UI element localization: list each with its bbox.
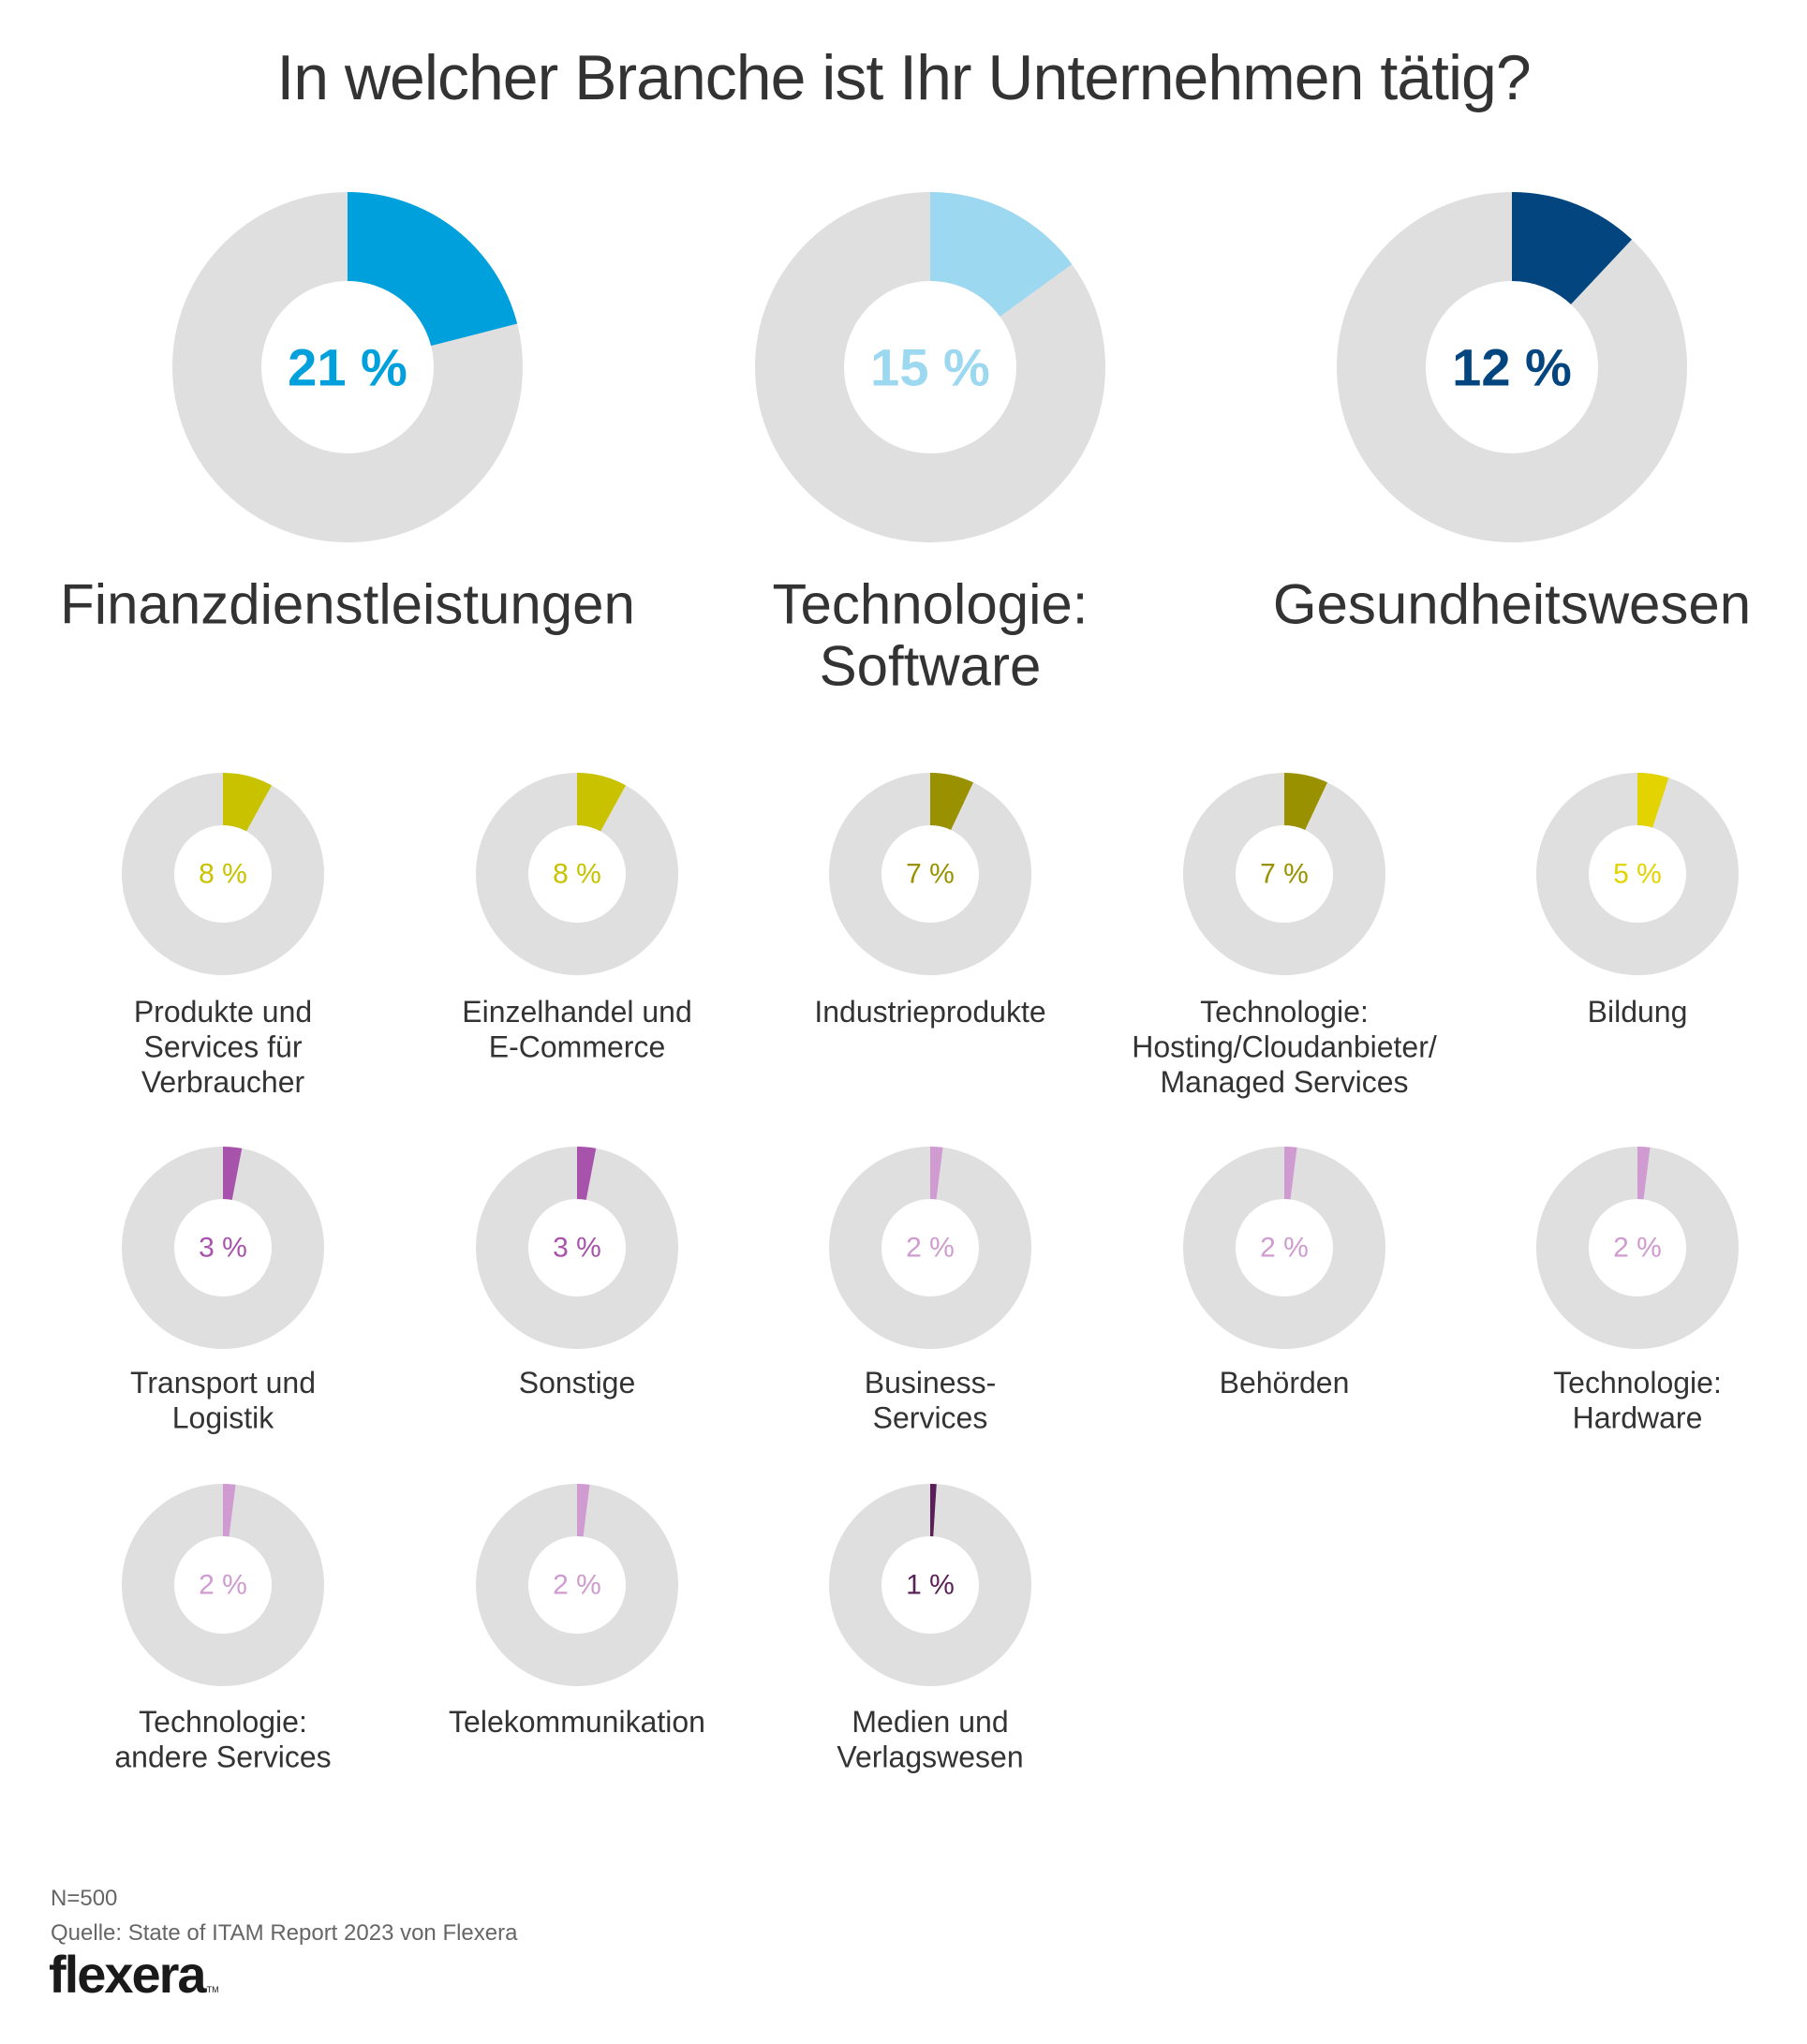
- donut-category-label: Transport und: [130, 1366, 316, 1400]
- donut-technologie-hardware: 2 % Technologie:Hardware: [1536, 1147, 1739, 1435]
- donut-value-label: 3 %: [553, 1233, 601, 1264]
- donut-category-label: Verlagswesen: [837, 1740, 1023, 1774]
- donut-value-label: 21 %: [288, 338, 407, 397]
- donut-slice: [930, 1147, 943, 1200]
- donut-value-label: 2 %: [199, 1570, 247, 1601]
- donut-category-label: Hardware: [1573, 1401, 1703, 1435]
- donut-value-label: 2 %: [1260, 1233, 1309, 1264]
- donut-category-label: Medien und: [852, 1705, 1008, 1739]
- donut-value-label: 2 %: [906, 1233, 955, 1264]
- donut-value-label: 15 %: [870, 338, 990, 397]
- donut-slice: [1512, 192, 1633, 304]
- donut-slice: [1284, 773, 1327, 830]
- donut-slice: [223, 773, 273, 832]
- donut-technologie-software: 15 % Technologie:Software: [755, 192, 1105, 698]
- donut-value-label: 7 %: [906, 859, 955, 890]
- donut-category-label: Behörden: [1220, 1366, 1350, 1400]
- donut-business-services: 2 % Business-Services: [829, 1147, 1031, 1435]
- donut-value-label: 5 %: [1613, 859, 1662, 890]
- donut-slice: [1637, 773, 1669, 828]
- donut-slice: [1284, 1147, 1297, 1200]
- donut-category-label: Sonstige: [519, 1366, 636, 1400]
- donut-category-label: Gesundheitswesen: [1273, 573, 1751, 636]
- chart-title: In welcher Branche ist Ihr Unternehmen t…: [276, 42, 1531, 113]
- source-note: Quelle: State of ITAM Report 2023 von Fl…: [51, 1920, 518, 1946]
- donut-category-label: Logistik: [172, 1401, 275, 1435]
- donut-telekommunikation: 2 % Telekommunikation: [449, 1484, 705, 1739]
- flexera-logo: flexera TM: [49, 1948, 219, 2016]
- donut-sonstige: 3 % Sonstige: [476, 1147, 678, 1400]
- donut-value-label: 8 %: [553, 859, 601, 890]
- donut-finanzdienstleistungen: 21 % Finanzdienstleistungen: [60, 192, 635, 636]
- donut-category-label: andere Services: [114, 1740, 331, 1774]
- donut-category-label: E-Commerce: [489, 1030, 665, 1064]
- donut-technologie-hosting-cloudanbieter-managed-services: 7 % Technologie:Hosting/Cloudanbieter/Man…: [1132, 773, 1437, 1099]
- donut-category-label: Verbraucher: [141, 1065, 305, 1099]
- donut-category-label: Business-: [865, 1366, 997, 1400]
- donut-slice: [223, 1147, 243, 1200]
- donut-slice: [577, 1147, 597, 1200]
- donut-bildung: 5 % Bildung: [1536, 773, 1739, 1029]
- donut-category-label: Einzelhandel und: [462, 995, 692, 1029]
- donut-slice: [577, 773, 627, 832]
- donut-slice: [577, 1484, 590, 1537]
- donut-value-label: 2 %: [553, 1570, 601, 1601]
- logo-text: flexera: [49, 1945, 207, 2004]
- donut-technologie-andere-services: 2 % Technologie:andere Services: [114, 1484, 332, 1774]
- donut-value-label: 12 %: [1452, 338, 1572, 397]
- donut-value-label: 2 %: [1613, 1233, 1662, 1264]
- donut-value-label: 3 %: [199, 1233, 247, 1264]
- donut-category-label: Technologie:: [139, 1705, 307, 1739]
- logo-trademark: TM: [206, 1985, 219, 1994]
- sample-size-note: N=500: [51, 1886, 118, 1911]
- donut-category-label: Finanzdienstleistungen: [60, 573, 635, 636]
- donut-category-label: Telekommunikation: [449, 1705, 705, 1739]
- footer: N=500 Quelle: State of ITAM Report 2023 …: [51, 1881, 517, 1950]
- donut-category-label: Industrieprodukte: [814, 995, 1045, 1029]
- donut-value-label: 1 %: [906, 1570, 955, 1601]
- donut-category-label: Technologie:: [1553, 1366, 1722, 1400]
- donut-behörden: 2 % Behörden: [1183, 1147, 1385, 1400]
- donut-category-label: Technologie:: [773, 573, 1089, 636]
- donut-slice: [1637, 1147, 1651, 1200]
- donut-category-label: Produkte und: [134, 995, 312, 1029]
- donut-category-label: Hosting/Cloudanbieter/: [1132, 1030, 1437, 1064]
- donut-category-label: Services für: [144, 1030, 303, 1064]
- donut-value-label: 7 %: [1260, 859, 1309, 890]
- donut-value-label: 8 %: [199, 859, 247, 890]
- donut-category-label: Software: [820, 635, 1042, 698]
- donut-category-label: Technologie:: [1200, 995, 1369, 1029]
- donut-industrieprodukte: 7 % Industrieprodukte: [814, 773, 1046, 1029]
- donut-gesundheitswesen: 12 % Gesundheitswesen: [1273, 192, 1751, 636]
- donut-category-label: Managed Services: [1160, 1065, 1408, 1099]
- donut-slice: [930, 773, 973, 830]
- donut-category-label: Services: [873, 1401, 988, 1435]
- donut-slice: [930, 192, 1073, 317]
- donut-slice: [930, 1484, 937, 1537]
- donut-category-label: Bildung: [1588, 995, 1688, 1029]
- donut-slice: [223, 1484, 236, 1537]
- donut-slice: [348, 192, 518, 347]
